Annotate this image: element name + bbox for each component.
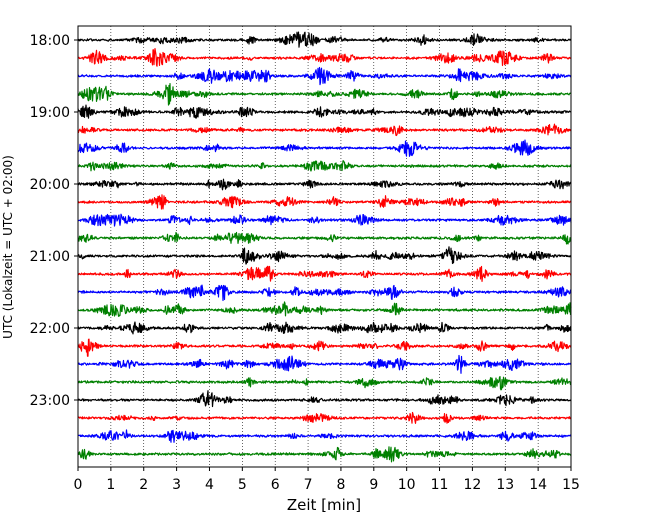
trace-2100	[77, 246, 572, 265]
x-tick-label-6: 6	[271, 477, 280, 493]
trace-1900	[77, 104, 572, 119]
trace-2245	[77, 376, 572, 391]
y-tick-label-0: 18:00	[30, 33, 70, 49]
x-tick-label-14: 14	[529, 477, 547, 493]
y-axis-label: UTC (Lokalzeit = UTC + 02:00)	[1, 155, 15, 339]
trace-2045	[77, 231, 572, 245]
trace-2030	[77, 213, 572, 227]
x-tick-label-5: 5	[238, 477, 247, 493]
x-tick-label-15: 15	[562, 477, 580, 493]
trace-2315	[77, 411, 572, 424]
x-axis-label: Zeit [min]	[287, 496, 361, 514]
x-tick-label-12: 12	[463, 477, 481, 493]
y-tick-label-4: 22:00	[30, 321, 70, 337]
y-tick-label-1: 19:00	[30, 105, 70, 121]
trace-2015	[77, 194, 572, 210]
trace-2215	[77, 338, 572, 357]
x-tick-label-1: 1	[106, 477, 115, 493]
trace-2115	[77, 265, 572, 282]
x-tick-label-3: 3	[172, 477, 181, 493]
trace-2300	[77, 390, 572, 408]
trace-1845	[77, 83, 572, 106]
plot-frame	[77, 25, 572, 468]
x-tick-label-9: 9	[369, 477, 378, 493]
trace-2345	[77, 446, 572, 463]
x-tick-label-11: 11	[431, 477, 449, 493]
x-tick-label-13: 13	[496, 477, 514, 493]
trace-1945	[77, 160, 572, 172]
trace-2130	[77, 284, 572, 302]
trace-2200	[77, 321, 572, 335]
y-tick-label-2: 20:00	[30, 177, 70, 193]
trace-2330	[77, 429, 572, 443]
trace-2000	[77, 178, 572, 191]
x-tick-label-4: 4	[205, 477, 214, 493]
x-tick-label-2: 2	[139, 477, 148, 493]
trace-1930	[77, 139, 572, 157]
x-axis: 0 1 2 3 4 5 6 7 8 9 10 11 12 13 14 15	[74, 467, 580, 493]
trace-2145	[77, 301, 572, 317]
trace-1815	[77, 47, 572, 67]
x-tick-label-0: 0	[74, 477, 83, 493]
trace-1915	[77, 123, 572, 137]
y-tick-label-3: 21:00	[30, 249, 70, 265]
trace-1830	[77, 66, 572, 86]
trace-group	[77, 31, 572, 463]
trace-1800	[77, 31, 572, 48]
trace-2230	[77, 354, 572, 374]
y-axis: 18:00 19:00 20:00 21:00 22:00 23:00	[30, 33, 78, 409]
x-tick-label-8: 8	[336, 477, 345, 493]
x-tick-label-7: 7	[304, 477, 313, 493]
x-tick-label-10: 10	[398, 477, 416, 493]
y-tick-label-5: 23:00	[30, 393, 70, 409]
